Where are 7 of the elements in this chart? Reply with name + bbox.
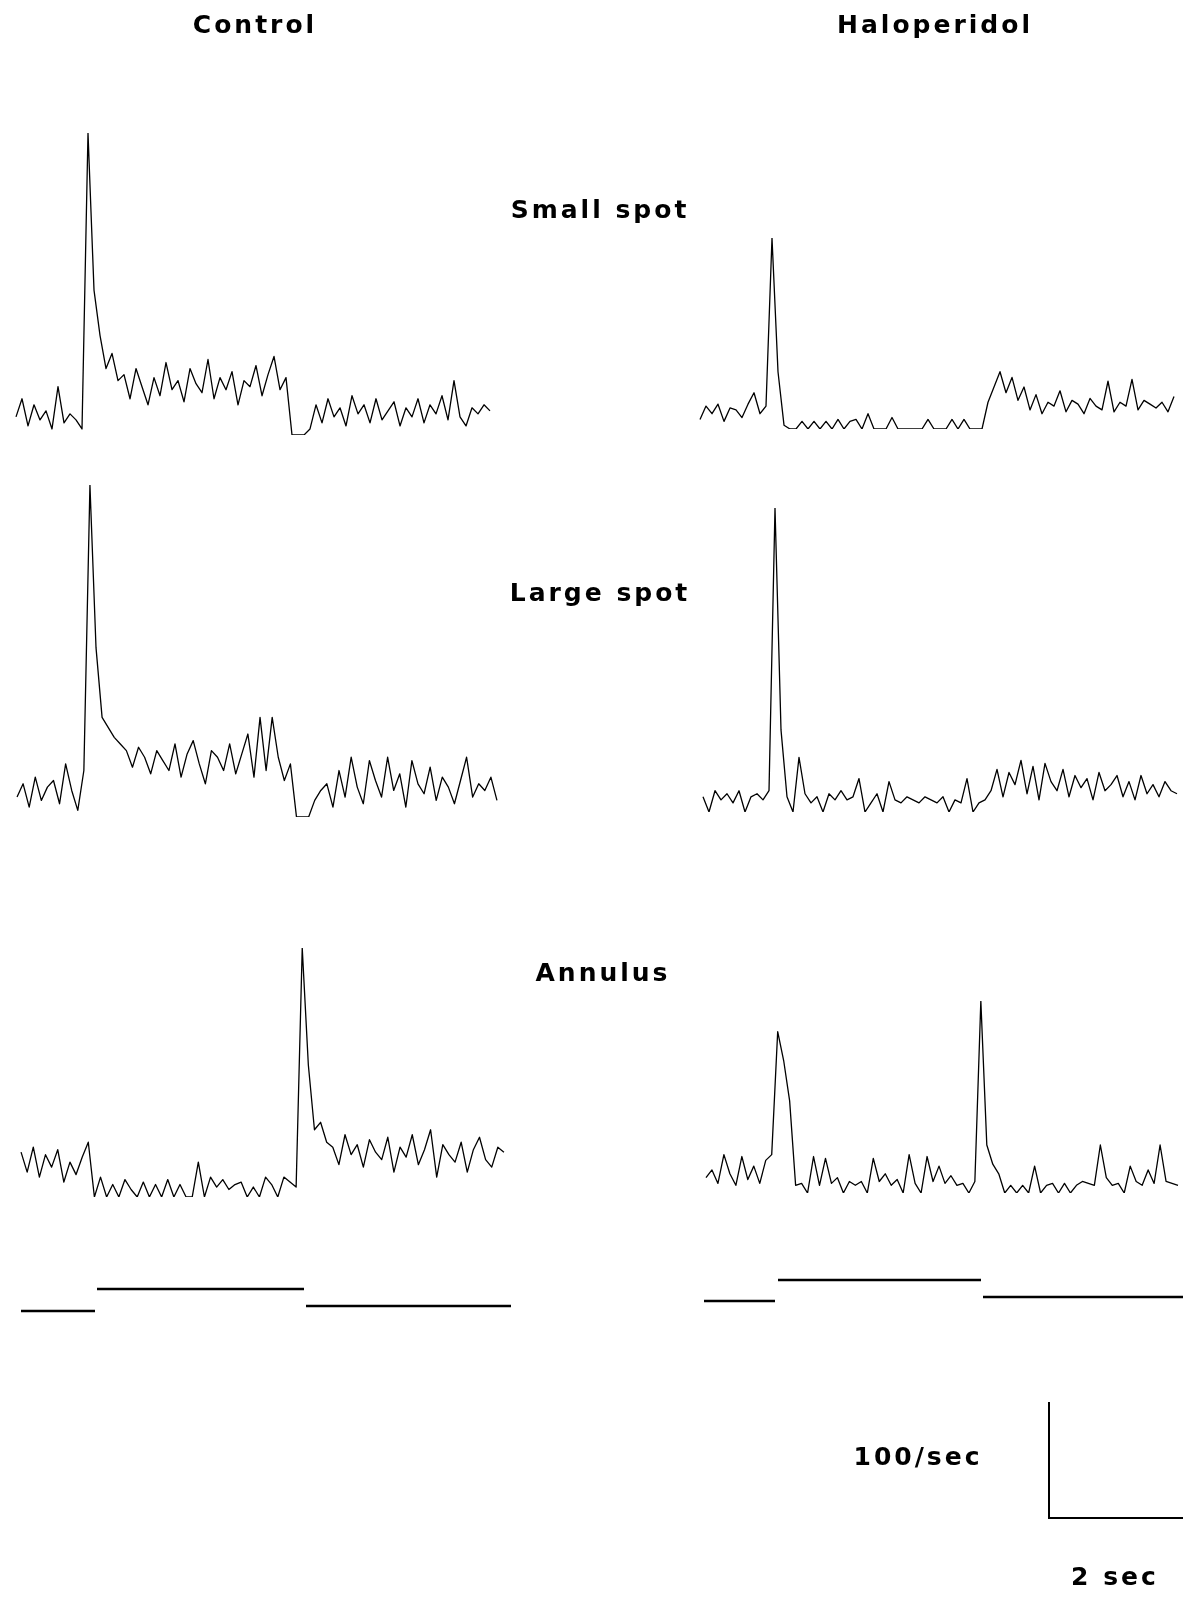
text: 100/sec [853, 1442, 983, 1471]
text: Small spot [510, 195, 690, 224]
text: 2 sec [1071, 1562, 1159, 1591]
text: Large spot [509, 578, 691, 607]
text: Annulus [535, 958, 671, 987]
chart-title: Control [192, 10, 318, 39]
chart-title: Haloperidol [837, 10, 1033, 39]
